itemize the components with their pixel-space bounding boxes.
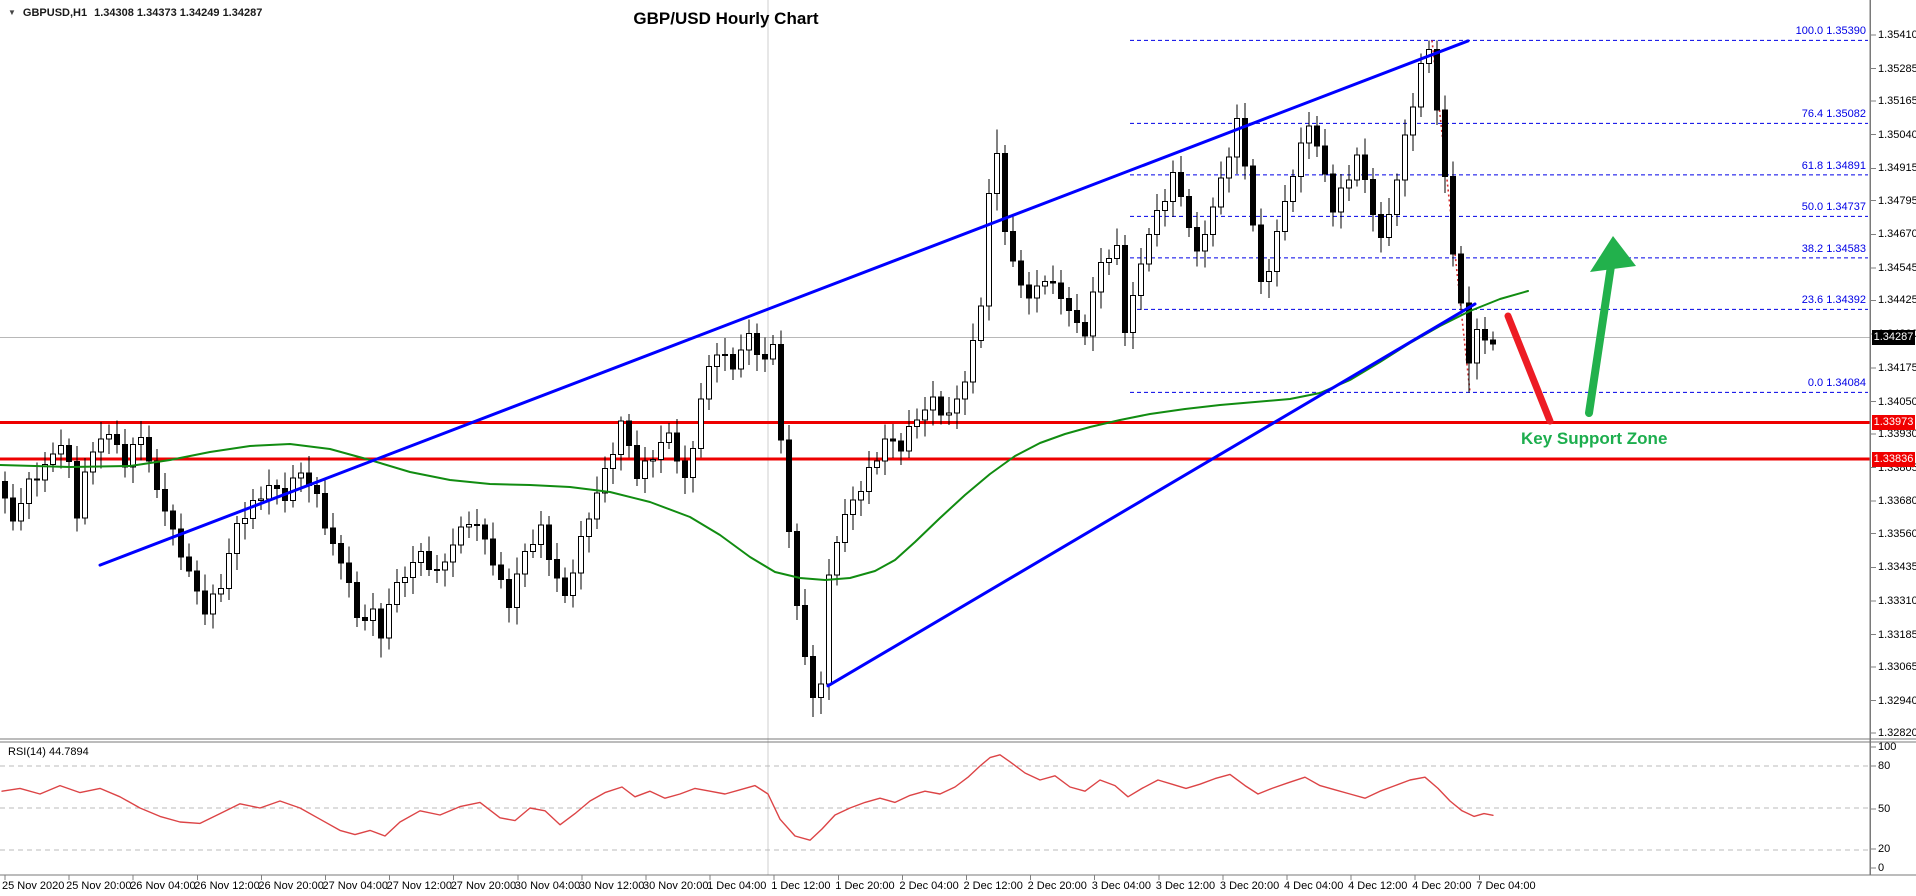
time-axis-label: 1 Dec 04:00 [707,880,767,892]
time-axis-label: 30 Nov 12:00 [578,880,645,892]
price-axis-label: 1.34795 [1878,194,1916,207]
symbol-dropdown-icon[interactable]: ▼ [8,8,16,17]
time-axis-label: 25 Nov 20:00 [66,880,132,892]
time-axis-label: 25 Nov 2020 [2,880,65,892]
time-axis-label: 26 Nov 04:00 [130,880,196,892]
fib-level-label: 50.0 1.34737 [1801,201,1866,214]
symbol-name: GBPUSD,H1 [22,7,88,19]
time-axis-label: 3 Dec 04:00 [1091,880,1152,892]
rsi-scale-label: 20 [1878,843,1891,855]
price-axis-label: 1.33560 [1878,527,1916,540]
fib-level-label: 38.2 1.34583 [1801,242,1866,255]
price-axis-label: 1.32820 [1878,727,1916,739]
support-price-badge-2: 1.33836 [1872,451,1915,467]
time-axis-label: 2 Dec 12:00 [963,880,1023,892]
price-axis-label: 1.35285 [1878,62,1916,75]
time-axis-label: 26 Nov 12:00 [194,880,260,892]
time-axis-label: 30 Nov 04:00 [514,880,581,892]
time-axis-label: 1 Dec 20:00 [835,880,895,892]
price-axis-label: 1.34050 [1878,395,1916,408]
price-axis-label: 1.35410 [1878,29,1916,41]
price-axis-label: 1.34175 [1878,361,1916,374]
price-axis-label: 1.34670 [1878,228,1916,241]
price-axis-label: 1.35165 [1878,95,1916,108]
price-axis-label: 1.33065 [1878,660,1916,673]
price-axis-label: 1.34915 [1878,162,1916,175]
rsi-scale-label: 100 [1878,741,1897,753]
fib-level-label: 100.0 1.35390 [1795,25,1866,38]
price-axis-label: 1.32940 [1878,694,1916,707]
price-axis-label: 1.35040 [1878,128,1916,141]
price-axis-label: 1.33930 [1878,427,1916,440]
price-axis-label: 1.33435 [1878,561,1916,574]
time-axis-label: 4 Dec 04:00 [1284,880,1344,892]
time-axis-label: 27 Nov 04:00 [322,880,388,892]
time-axis-label: 27 Nov 20:00 [450,880,517,892]
symbol-header: ▼ GBPUSD,H1 1.34308 1.34373 1.34249 1.34… [8,7,262,19]
support-price-badge-1: 1.33973 [1872,414,1915,430]
time-axis-label: 30 Nov 20:00 [643,880,709,892]
time-axis-label: 7 Dec 04:00 [1476,880,1536,892]
chart-title: GBP/USD Hourly Chart [633,9,819,28]
time-axis-label: 3 Dec 12:00 [1155,880,1216,892]
rsi-scale-label: 80 [1878,760,1891,772]
rsi-indicator-label: RSI(14) 44.7894 [8,746,89,758]
time-axis-label: 26 Nov 20:00 [258,880,324,892]
rsi-scale-label: 50 [1878,803,1891,815]
time-axis-label: 3 Dec 20:00 [1219,880,1280,892]
time-axis-label: 4 Dec 20:00 [1412,880,1472,892]
price-axis-label: 1.33680 [1878,495,1916,508]
time-axis-label: 27 Nov 12:00 [386,880,453,892]
time-axis-label: 2 Dec 20:00 [1027,880,1087,892]
time-axis-label: 1 Dec 12:00 [771,880,831,892]
rsi-scale-label: 0 [1878,862,1885,874]
price-axis-label: 1.34425 [1878,294,1916,307]
key-support-zone-label: Key Support Zone [1521,429,1668,448]
fib-level-label: 76.4 1.35082 [1801,108,1866,121]
price-axis-label: 1.33310 [1878,594,1916,607]
time-axis-label: 4 Dec 12:00 [1348,880,1408,892]
fib-level-label: 23.6 1.34392 [1801,294,1866,307]
symbol-ohlc: 1.34308 1.34373 1.34249 1.34287 [94,7,263,19]
time-axis-label: 2 Dec 04:00 [899,880,959,892]
current-price-badge: 1.34287 [1872,330,1915,346]
fib-level-label: 0.0 1.34084 [1807,377,1866,390]
price-axis-label: 1.34545 [1878,262,1916,275]
price-axis-label: 1.33185 [1878,628,1916,641]
fib-level-label: 61.8 1.34891 [1801,159,1866,172]
